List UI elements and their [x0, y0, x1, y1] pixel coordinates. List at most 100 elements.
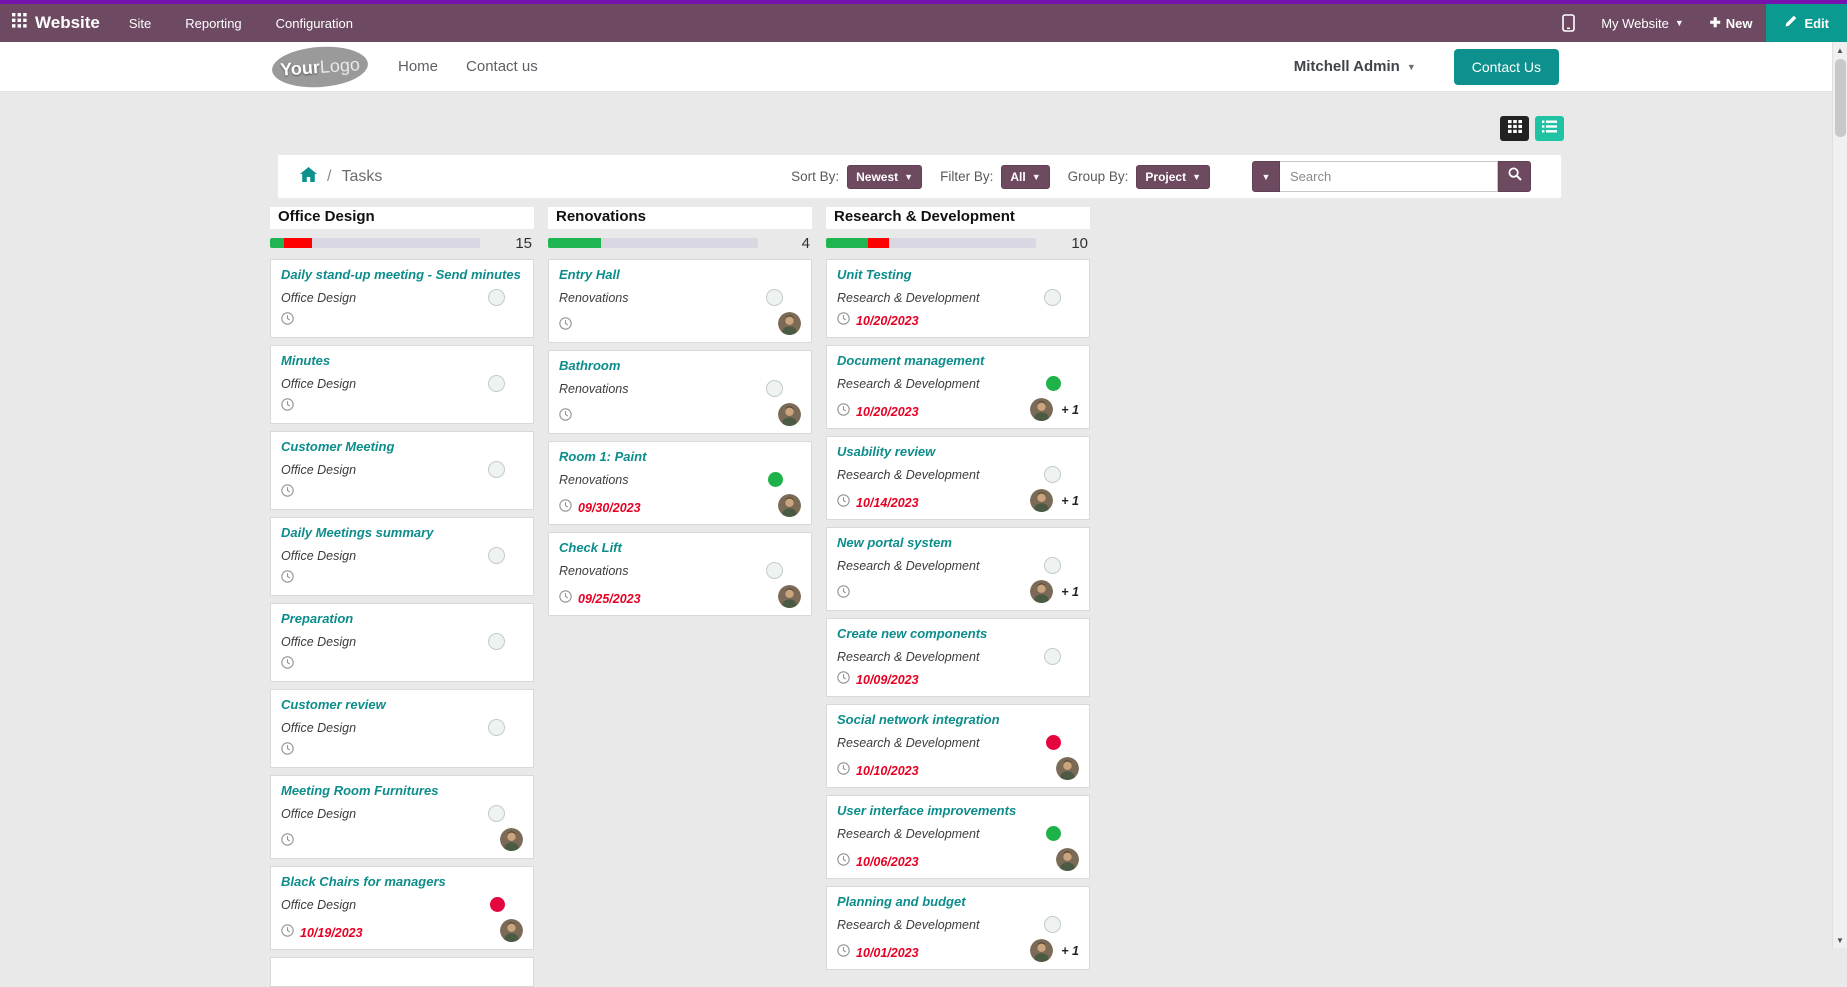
kanban-card[interactable]: Document management Research & Developmen… — [826, 345, 1090, 429]
assignee-avatar[interactable] — [500, 919, 523, 942]
kanban-status-green-icon[interactable] — [1046, 376, 1061, 391]
sort-by-dropdown[interactable]: Newest ▼ — [847, 164, 923, 189]
kanban-card[interactable]: Bathroom Renovations — [548, 350, 812, 434]
nav-home[interactable]: Home — [398, 58, 439, 75]
kanban-status-none-icon[interactable] — [488, 375, 505, 392]
progress-green-segment[interactable] — [548, 238, 601, 248]
list-view-toggle[interactable] — [1535, 116, 1564, 141]
task-title[interactable]: Preparation — [281, 611, 354, 626]
nav-contact-us[interactable]: Contact us — [466, 58, 538, 75]
kanban-status-green-icon[interactable] — [1046, 826, 1061, 841]
kanban-status-none-icon[interactable] — [1044, 289, 1061, 306]
kanban-card[interactable]: User interface improvements Research & De… — [826, 795, 1090, 879]
search-input[interactable] — [1280, 161, 1498, 192]
kanban-card[interactable]: Daily Meetings summary Office Design — [270, 517, 534, 596]
scroll-down-arrow[interactable]: ▼ — [1836, 935, 1844, 945]
task-title[interactable]: Meeting Room Furnitures — [281, 783, 439, 798]
assignee-avatar[interactable] — [1030, 939, 1054, 962]
edit-button[interactable]: Edit — [1766, 4, 1847, 42]
assignee-avatar[interactable] — [1030, 580, 1054, 603]
website-switcher[interactable]: My Website ▼ — [1601, 15, 1684, 31]
group-by-dropdown[interactable]: Project ▼ — [1136, 164, 1210, 189]
assignee-avatar[interactable] — [778, 403, 801, 426]
scrollbar-thumb[interactable] — [1835, 59, 1846, 137]
kanban-status-none-icon[interactable] — [488, 719, 505, 736]
progress-red-segment[interactable] — [868, 238, 889, 248]
assignee-avatar[interactable] — [778, 494, 801, 517]
progress-green-segment[interactable] — [826, 238, 868, 248]
progress-green-segment[interactable] — [270, 238, 285, 248]
assignee-avatar[interactable] — [778, 312, 801, 335]
kanban-card[interactable]: Room 1: Paint Renovations 09/30/2023 — [548, 441, 812, 525]
task-title[interactable]: Room 1: Paint — [559, 449, 647, 464]
site-logo[interactable]: Your Logo — [270, 43, 370, 90]
search-options-toggle[interactable]: ▼ — [1252, 161, 1280, 192]
task-title[interactable]: Black Chairs for managers — [281, 874, 446, 889]
kanban-card[interactable]: Create new components Research & Developm… — [826, 618, 1090, 697]
progress-red-segment[interactable] — [284, 238, 312, 248]
assignee-avatar[interactable] — [778, 585, 801, 608]
assignee-avatar[interactable] — [1056, 848, 1079, 871]
kanban-card[interactable]: Preparation Office Design — [270, 603, 534, 682]
kanban-status-none-icon[interactable] — [766, 289, 783, 306]
scroll-up-arrow[interactable]: ▲ — [1836, 45, 1844, 55]
assignee-avatar[interactable] — [1030, 398, 1054, 421]
kanban-status-none-icon[interactable] — [1044, 466, 1061, 483]
kanban-card[interactable]: Minutes Office Design — [270, 345, 534, 424]
kanban-status-none-icon[interactable] — [1044, 557, 1061, 574]
kanban-status-none-icon[interactable] — [488, 461, 505, 478]
kanban-view-toggle[interactable] — [1500, 116, 1529, 141]
kanban-card[interactable]: Daily stand-up meeting - Send minutes Off… — [270, 259, 534, 338]
task-title[interactable]: Unit Testing — [837, 267, 912, 282]
kanban-status-none-icon[interactable] — [488, 633, 505, 650]
task-title[interactable]: Customer Meeting — [281, 439, 395, 454]
user-menu[interactable]: Mitchell Admin ▼ — [1293, 58, 1416, 75]
vertical-scrollbar[interactable]: ▲ ▼ — [1832, 42, 1847, 948]
apps-menu[interactable]: Website — [10, 13, 110, 33]
kanban-card[interactable]: Planning and budget Research & Developmen… — [826, 886, 1090, 970]
kanban-card[interactable]: Meeting Room Furnitures Office Design — [270, 775, 534, 859]
column-progressbar[interactable] — [826, 238, 1036, 248]
task-title[interactable]: User interface improvements — [837, 803, 1017, 818]
kanban-card-partial[interactable] — [270, 957, 534, 987]
filter-by-dropdown[interactable]: All ▼ — [1001, 164, 1050, 189]
task-title[interactable]: Usability review — [837, 444, 936, 459]
kanban-status-none-icon[interactable] — [1044, 916, 1061, 933]
kanban-status-none-icon[interactable] — [488, 805, 505, 822]
menu-configuration[interactable]: Configuration — [275, 15, 353, 31]
task-title[interactable]: Check Lift — [559, 540, 622, 555]
kanban-card[interactable]: Usability review Research & Development 10… — [826, 436, 1090, 520]
brand-label[interactable]: Website — [35, 13, 100, 32]
assignee-avatar[interactable] — [1056, 757, 1079, 780]
apps-grid-icon[interactable] — [12, 13, 27, 33]
menu-site[interactable]: Site — [128, 15, 152, 31]
kanban-status-none-icon[interactable] — [1044, 648, 1061, 665]
kanban-status-none-icon[interactable] — [488, 289, 505, 306]
task-title[interactable]: Create new components — [837, 626, 988, 641]
column-progressbar[interactable] — [548, 238, 758, 248]
kanban-status-none-icon[interactable] — [488, 547, 505, 564]
kanban-card[interactable]: Black Chairs for managers Office Design 10… — [270, 866, 534, 950]
task-title[interactable]: Daily Meetings summary — [281, 525, 434, 540]
kanban-card[interactable]: Social network integration Research & Dev… — [826, 704, 1090, 788]
column-progressbar[interactable] — [270, 238, 480, 248]
task-title[interactable]: New portal system — [837, 535, 952, 550]
kanban-card[interactable]: Entry Hall Renovations — [548, 259, 812, 343]
task-title[interactable]: Daily stand-up meeting - Send minutes — [281, 267, 521, 282]
kanban-card[interactable]: Check Lift Renovations 09/25/2023 — [548, 532, 812, 616]
kanban-card[interactable]: Customer Meeting Office Design — [270, 431, 534, 510]
kanban-status-none-icon[interactable] — [766, 562, 783, 579]
kanban-status-green-icon[interactable] — [768, 472, 783, 487]
mobile-preview-icon[interactable] — [1548, 14, 1589, 32]
kanban-status-none-icon[interactable] — [766, 380, 783, 397]
task-title[interactable]: Entry Hall — [559, 267, 620, 282]
home-icon[interactable] — [300, 166, 317, 187]
kanban-status-red-icon[interactable] — [490, 897, 505, 912]
assignee-avatar[interactable] — [1030, 489, 1054, 512]
search-button[interactable] — [1498, 161, 1531, 192]
kanban-card[interactable]: New portal system Research & Development +… — [826, 527, 1090, 611]
assignee-avatar[interactable] — [500, 828, 523, 851]
task-title[interactable]: Document management — [837, 353, 985, 368]
menu-reporting[interactable]: Reporting — [185, 15, 242, 31]
task-title[interactable]: Planning and budget — [837, 894, 966, 909]
